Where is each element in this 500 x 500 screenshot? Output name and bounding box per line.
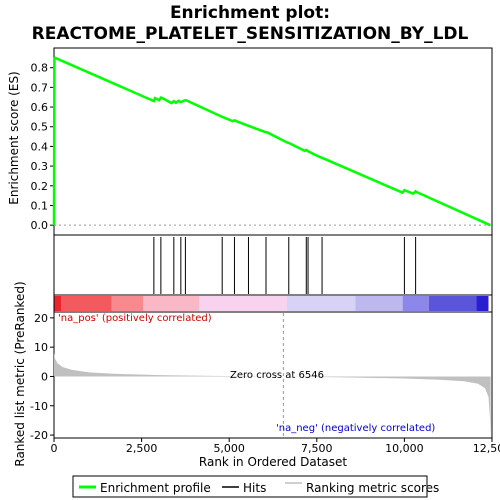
x-axis-ticks: 0 2,500 5,000 7,500 10,000 12,500 [51, 438, 500, 455]
es-y-tick-label: 0.5 [31, 121, 49, 134]
es-y-tick-label: 0.2 [31, 180, 49, 193]
es-y-tick-label: 0.3 [31, 160, 49, 173]
heat-strip-segment [111, 296, 144, 311]
hits-panel-frame [53, 234, 493, 296]
ranking-heat-strip [54, 296, 489, 311]
enrichment-profile-line [52, 56, 491, 227]
x-tick-label: 5,000 [213, 442, 245, 455]
heat-strip-segment [287, 296, 356, 311]
metric-y-tick-label: 0 [41, 370, 48, 383]
es-y-ticks: 0.0 0.1 0.2 0.3 0.4 0.5 0.6 0.7 0.8 [31, 62, 54, 232]
heat-strip-segment [199, 296, 288, 311]
heat-strip-segment [143, 296, 200, 311]
metric-y-tick-label: 20 [34, 312, 48, 325]
metric-y-tick-label: 10 [34, 341, 48, 354]
pos-annotation: 'na_pos' (positively correlated) [58, 313, 212, 324]
neg-annotation: 'na_neg' (negatively correlated) [276, 423, 435, 434]
legend-hits-label: Hits [243, 481, 266, 495]
heat-strip-segment [476, 296, 489, 311]
legend-box [72, 475, 428, 498]
metric-y-ticks: -20 -10 0 10 20 [30, 312, 54, 442]
metric-y-tick-label: -20 [30, 429, 48, 442]
es-y-axis-label: Enrichment score (ES) [7, 71, 21, 204]
es-y-tick-label: 0.8 [31, 62, 49, 75]
chart-title-line1: Enrichment plot: [170, 3, 330, 23]
es-panel-frame [53, 47, 493, 236]
hit-marks [153, 237, 417, 294]
es-y-tick-label: 0.0 [31, 219, 49, 232]
es-y-tick-label: 0.6 [31, 101, 49, 114]
legend-enrichment-label: Enrichment profile [100, 481, 211, 495]
heat-strip-segment [428, 296, 477, 311]
chart-title-line2: REACTOME_PLATELET_SENSITIZATION_BY_LDL [32, 24, 469, 44]
heat-strip-segment [402, 296, 429, 311]
heat-strip-segment [355, 296, 403, 311]
x-tick-label: 10,000 [385, 442, 424, 455]
legend-metric-label: Ranking metric scores [306, 481, 439, 495]
metric-y-tick-label: -10 [30, 400, 48, 413]
heat-strip-segment [54, 296, 62, 311]
metric-y-axis-label: Ranked list metric (PreRanked) [13, 281, 27, 466]
heat-strip-segment [61, 296, 112, 311]
legend: Enrichment profile Hits Ranking metric s… [72, 475, 439, 498]
x-tick-label: 7,500 [301, 442, 333, 455]
es-panel: 0.0 0.1 0.2 0.3 0.4 0.5 0.6 0.7 0.8 Enrichment s… [7, 47, 493, 236]
es-y-tick-label: 0.4 [31, 140, 49, 153]
hits-panel [53, 234, 493, 296]
x-tick-label: 12,500 [473, 442, 500, 455]
zero-cross-annotation: Zero cross at 6546 [230, 370, 324, 381]
es-y-tick-label: 0.7 [31, 81, 49, 94]
x-axis-label: Rank in Ordered Dataset [199, 455, 347, 469]
es-y-tick-label: 0.1 [31, 199, 49, 212]
metric-panel: -20 -10 0 10 20 'na_pos' (positively correla… [13, 281, 493, 467]
x-tick-label: 2,500 [126, 442, 158, 455]
x-tick-label: 0 [51, 442, 58, 455]
